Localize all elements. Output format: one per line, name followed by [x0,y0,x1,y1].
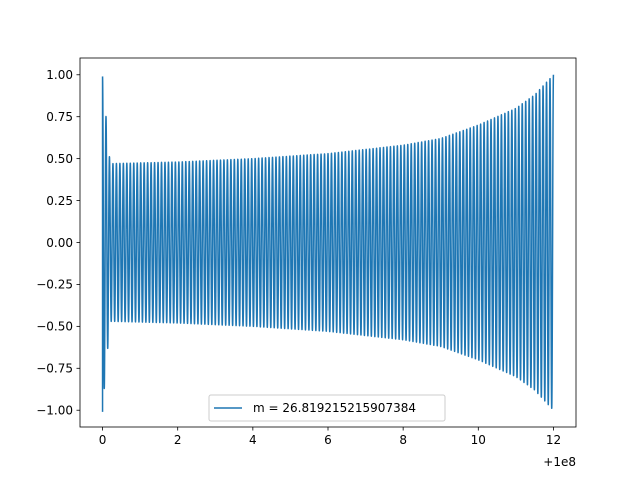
y-tick-label: −0.50 [36,320,73,334]
x-tick-label: 12 [546,433,561,447]
y-tick-label: −0.75 [36,362,73,376]
x-tick-label: 8 [399,433,407,447]
x-tick-label: 10 [471,433,486,447]
legend: m = 26.819215215907384 [208,394,446,422]
legend-entry-label: m = 26.819215215907384 [253,401,416,415]
y-tick-label: 0.75 [46,110,73,124]
series-layer [101,74,555,412]
y-tick-label: 0.00 [46,236,73,250]
x-axis: 0 2 4 6 8 10 12 [99,427,561,447]
x-tick-label: 6 [324,433,332,447]
x-tick-label: 2 [174,433,182,447]
legend-box [208,394,446,422]
y-axis: −1.00 −0.75 −0.50 −0.25 0.00 0.25 0.50 0.75 1.00 [36,68,80,418]
y-tick-label: 0.25 [46,194,73,208]
x-tick-label: 0 [99,433,107,447]
y-tick-label: 0.50 [46,152,73,166]
y-tick-label: 1.00 [46,68,73,82]
x-axis-offset-label: +1e8 [543,455,576,469]
series-line [101,74,555,412]
y-tick-label: −1.00 [36,404,73,418]
x-tick-label: 4 [249,433,257,447]
y-tick-label: −0.25 [36,278,73,292]
